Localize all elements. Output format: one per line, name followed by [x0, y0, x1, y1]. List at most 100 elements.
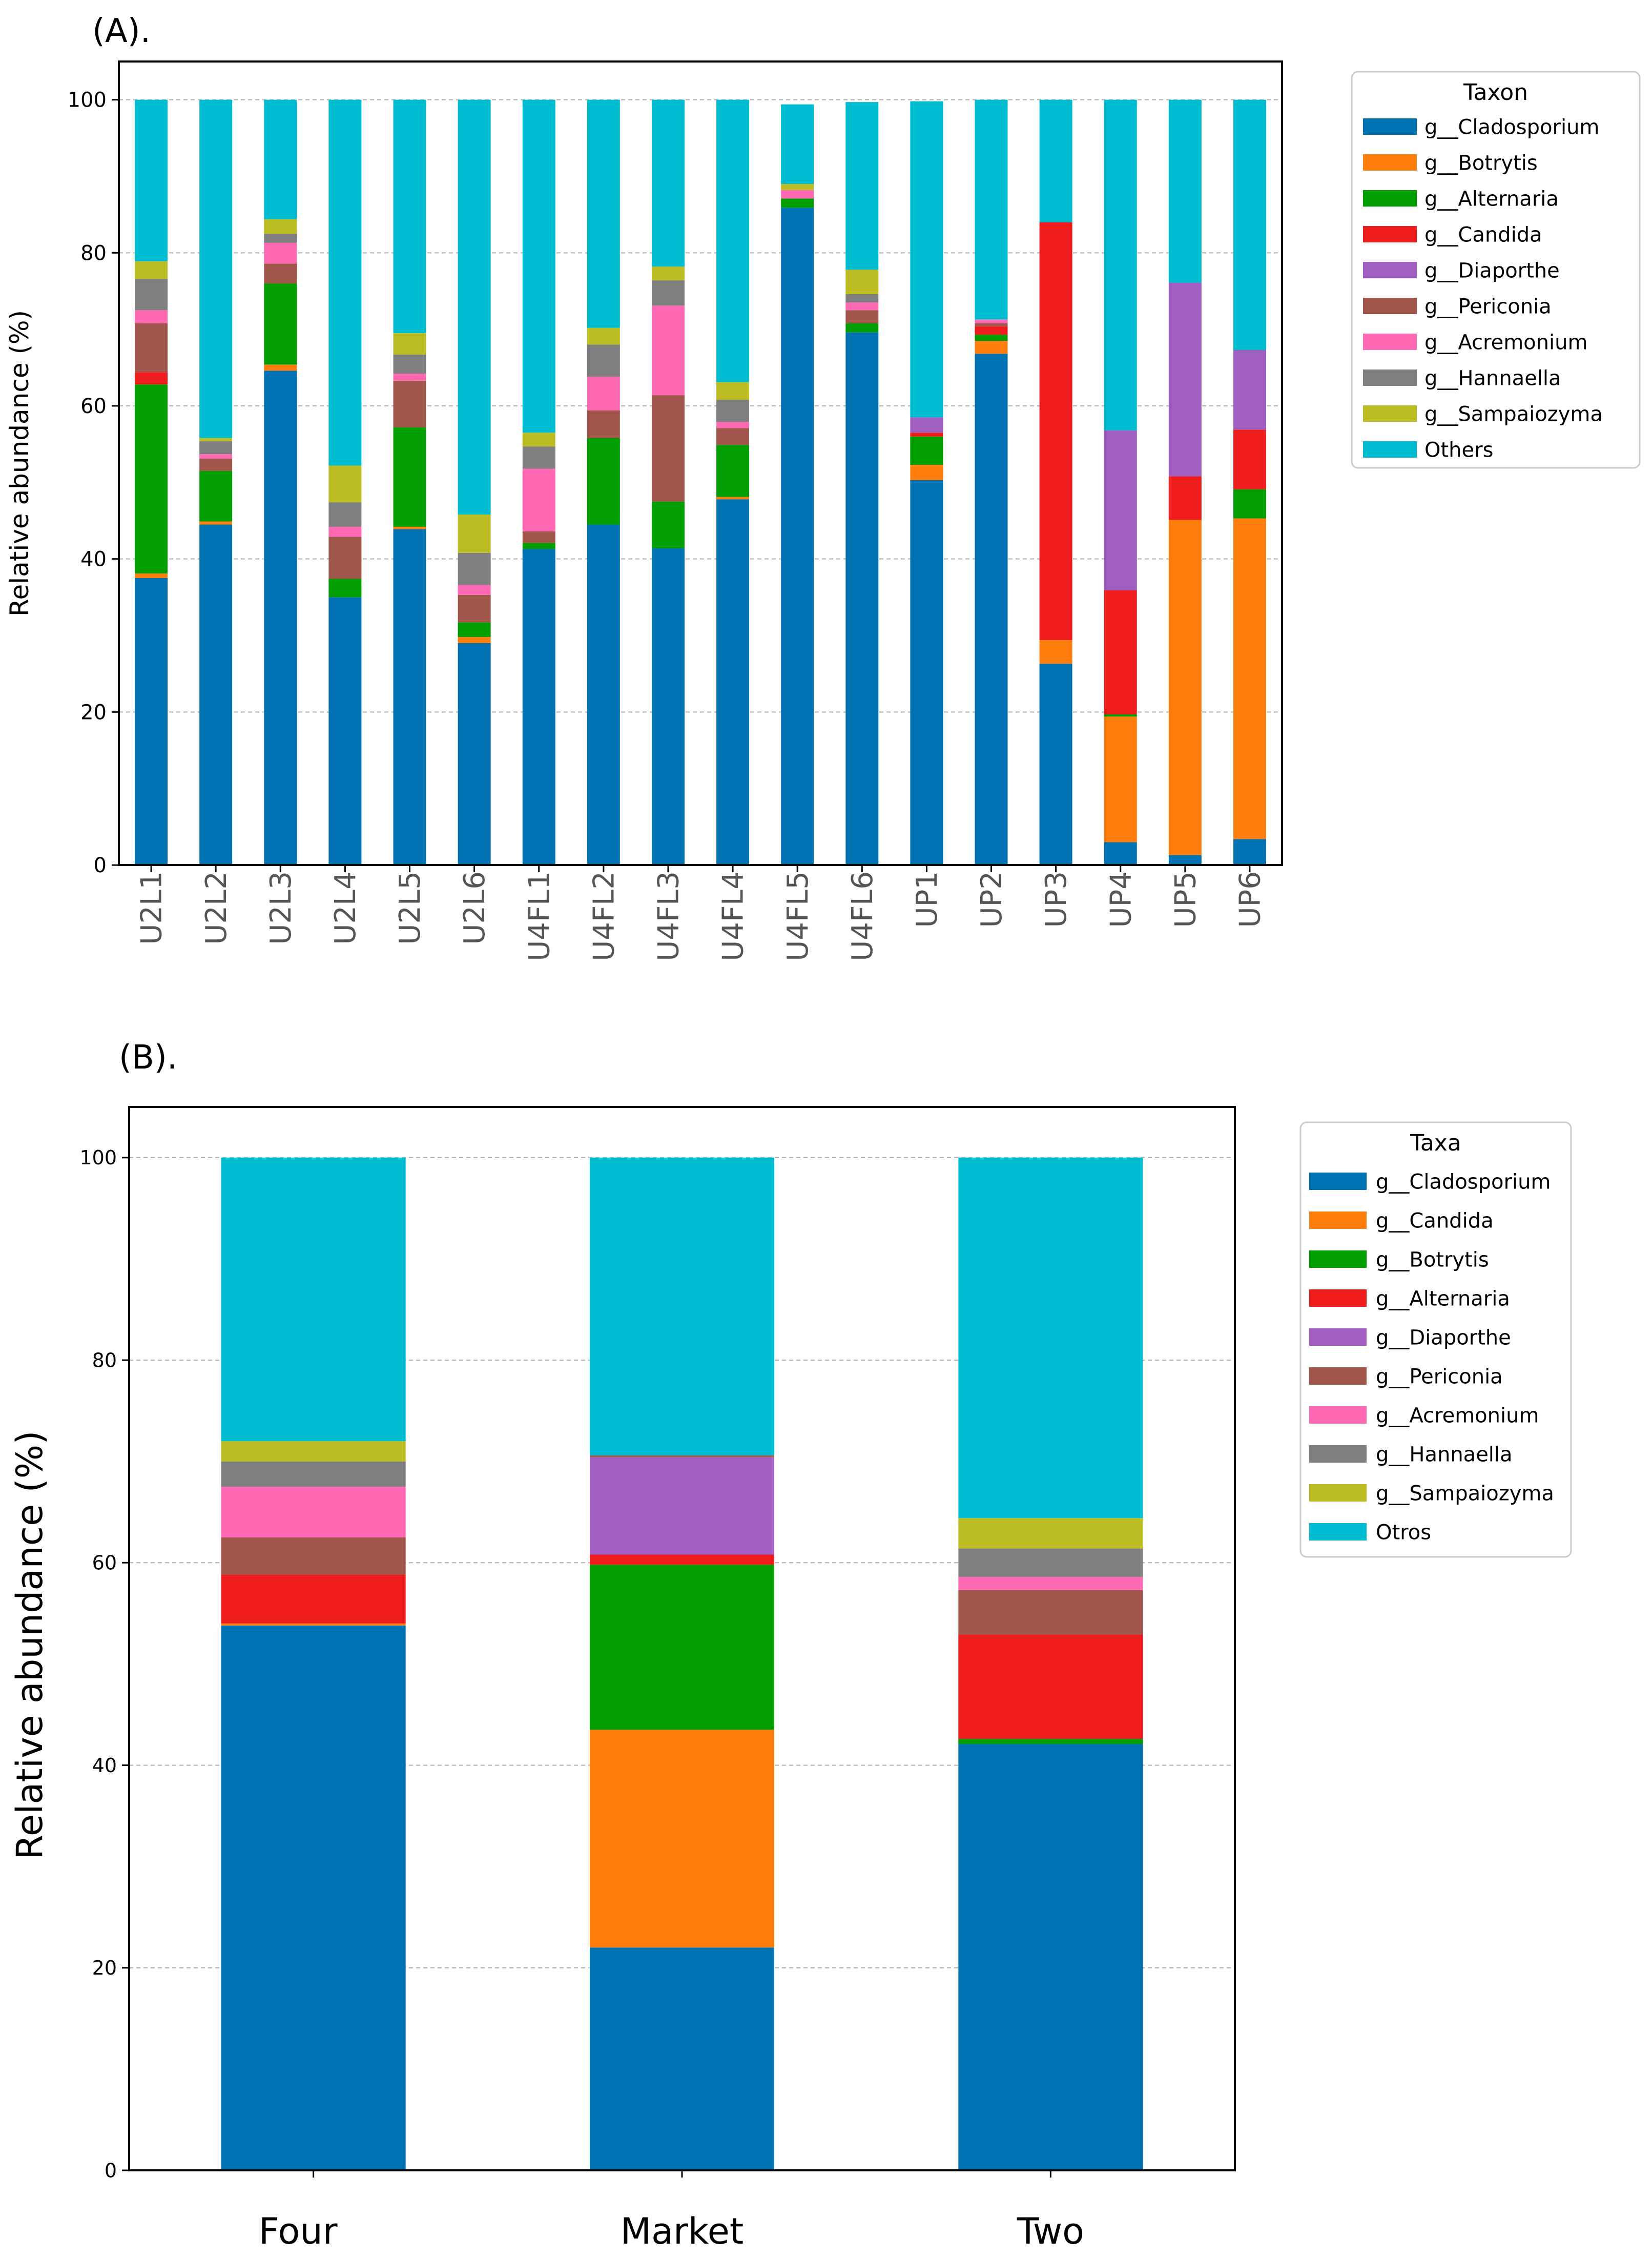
bar-segment: [1104, 842, 1137, 865]
bar-segment: [975, 99, 1008, 320]
bar-segment: [458, 643, 491, 865]
bar-segment: [651, 280, 685, 306]
panel-b-y-axis-label: Relative abundance (%): [9, 1430, 51, 1859]
y-tick-label: 100: [68, 89, 107, 112]
bar-segment: [522, 543, 555, 549]
bar-segment: [199, 438, 233, 441]
bar-segment: [135, 310, 168, 323]
bar-segment: [716, 497, 750, 500]
bar-segment: [393, 354, 426, 374]
bar-segment: [1039, 640, 1072, 664]
bar-segment: [958, 1576, 1143, 1590]
legend-label: g__Acremonium: [1376, 1404, 1539, 1427]
bar-segment: [1233, 350, 1266, 430]
bar-segment: [135, 573, 168, 578]
bar-segment: [328, 537, 362, 579]
legend-swatch: [1309, 1173, 1367, 1190]
bar-segment: [393, 380, 426, 427]
legend-swatch: [1309, 1211, 1367, 1229]
bar-segment: [1233, 429, 1266, 489]
legend-swatch: [1363, 226, 1417, 242]
bar-segment: [522, 468, 555, 531]
bar-segment: [958, 1548, 1143, 1577]
legend-swatch: [1363, 441, 1417, 458]
panel-a-x-axis: U2L1 U2L2 U2L3 U2L4 U2L5 U2L6 U4FL1 U4FL2 U4FL3 U…: [135, 865, 1267, 961]
panel-b: (B). 0 20 40 60 80 100 Four Market Two Relative…: [9, 1039, 1572, 2252]
bar-segment: [393, 427, 426, 527]
bar-segment: [199, 441, 233, 455]
bar-segment: [328, 579, 362, 598]
bar-segment: [522, 99, 555, 433]
bar-segment: [590, 1565, 774, 1730]
bar-segment: [910, 101, 943, 418]
bar-segment: [221, 1623, 406, 1626]
bar-segment: [328, 465, 362, 503]
y-tick-label: 40: [80, 548, 107, 571]
bar-segment: [199, 99, 233, 438]
bar-segment: [522, 446, 555, 469]
legend-swatch: [1309, 1445, 1367, 1463]
bar-segment: [590, 1455, 774, 1457]
bar-segment: [845, 323, 879, 333]
x-tick-label: Two: [1017, 2210, 1084, 2252]
bar-segment: [587, 344, 620, 377]
x-tick-label: U4FL5: [781, 871, 815, 961]
bar-segment: [781, 104, 814, 184]
legend-label: Others: [1424, 438, 1493, 462]
bar-segment: [1104, 590, 1137, 714]
legend-label: g__Cladosporium: [1424, 115, 1599, 139]
bar-segment: [221, 1487, 406, 1537]
panel-b-bars: [221, 1157, 1143, 2170]
bar-segment: [522, 433, 555, 447]
legend-swatch: [1309, 1367, 1367, 1385]
legend-swatch: [1363, 262, 1417, 278]
bar-segment: [1233, 99, 1266, 350]
bar-segment: [845, 294, 879, 303]
bar-segment: [651, 305, 685, 396]
bar-segment: [651, 395, 685, 502]
panel-b-label: (B).: [119, 1039, 177, 1077]
x-tick-label: UP1: [911, 871, 944, 928]
bar-segment: [716, 382, 750, 400]
x-tick-label: U4FL1: [523, 871, 556, 961]
bar-segment: [458, 636, 491, 643]
bar-segment: [458, 552, 491, 585]
panel-b-legend-title: Taxa: [1410, 1130, 1461, 1156]
bar-segment: [264, 371, 297, 865]
bar-segment: [781, 183, 814, 190]
bar-segment: [393, 526, 426, 529]
bar-segment: [590, 1157, 774, 1455]
panel-b-legend-frame: [1299, 1121, 1572, 1558]
bar-segment: [221, 1441, 406, 1462]
bar-segment: [587, 524, 620, 865]
bar-segment: [221, 1157, 406, 1442]
bar-segment: [393, 99, 426, 334]
legend-swatch: [1363, 118, 1417, 135]
bar-segment: [587, 99, 620, 328]
bar-segment: [458, 585, 491, 595]
bar-segment: [1233, 489, 1266, 519]
legend-label: g__Candida: [1376, 1209, 1494, 1233]
bar-segment: [716, 499, 750, 865]
panel-a-label: (A).: [92, 12, 151, 50]
y-tick-label: 0: [105, 2159, 117, 2182]
bar-segment: [590, 1457, 774, 1555]
bar-segment: [958, 1518, 1143, 1549]
bar-segment: [264, 283, 297, 365]
y-tick-label: 60: [80, 395, 107, 418]
bar-segment: [135, 384, 168, 574]
x-tick-label: U2L4: [329, 871, 362, 944]
bar-segment: [199, 521, 233, 525]
legend-swatch: [1363, 298, 1417, 314]
x-tick-label: Market: [621, 2210, 744, 2252]
bar-segment: [199, 470, 233, 522]
bar-segment: [1039, 664, 1072, 865]
bar-segment: [651, 501, 685, 548]
y-tick-label: 20: [92, 1957, 117, 1979]
legend-swatch: [1363, 405, 1417, 422]
y-tick-label: 80: [80, 241, 107, 265]
x-tick-label: U2L5: [394, 871, 427, 944]
bar-segment: [958, 1634, 1143, 1739]
bar-segment: [393, 529, 426, 865]
bar-segment: [199, 459, 233, 471]
